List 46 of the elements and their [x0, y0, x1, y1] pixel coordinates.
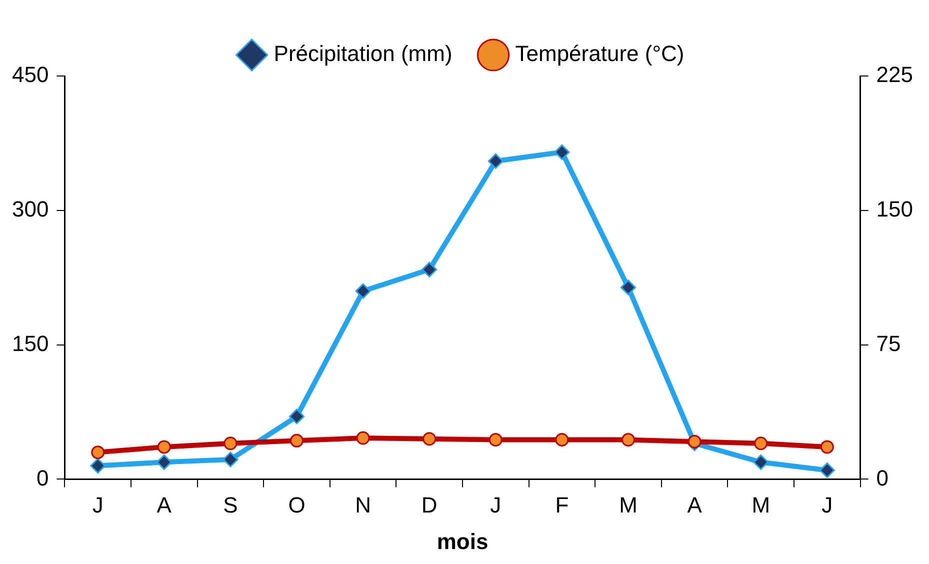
x-tick-label: M	[619, 492, 638, 518]
x-axis-title: mois	[436, 528, 488, 554]
x-tick-label: N	[355, 492, 371, 518]
point	[754, 436, 768, 450]
y2-tick-label: 150	[876, 196, 914, 222]
point	[289, 408, 305, 424]
x-tick-label: D	[421, 492, 438, 518]
point	[688, 434, 702, 448]
point	[621, 433, 635, 447]
y-tick-label: 300	[12, 196, 49, 222]
point	[554, 144, 570, 160]
x-tick-label: A	[156, 492, 172, 518]
point	[488, 153, 504, 169]
point	[753, 454, 769, 470]
x-tick-label: A	[687, 492, 702, 518]
point	[555, 433, 569, 447]
y2-tick-label: 0	[876, 465, 889, 490]
y2-tick-label: 225	[876, 62, 914, 88]
point	[355, 283, 371, 299]
y-tick-label: 150	[12, 330, 49, 356]
point	[224, 436, 238, 450]
x-tick-label: M	[752, 492, 770, 518]
point	[290, 434, 304, 448]
point	[820, 440, 834, 454]
point	[222, 452, 238, 468]
y2-tick-label: 75	[876, 330, 901, 356]
point	[422, 432, 436, 446]
x-tick-label: O	[288, 492, 306, 518]
point	[819, 462, 835, 478]
point	[156, 454, 172, 470]
point	[488, 433, 502, 447]
y-tick-label: 0	[36, 465, 49, 490]
point	[422, 262, 438, 278]
x-tick-label: S	[223, 492, 238, 518]
x-tick-label: J	[822, 492, 833, 518]
x-tick-label: F	[555, 492, 569, 518]
point	[91, 446, 105, 460]
legend-label: Température (°C)	[515, 41, 684, 66]
point	[157, 440, 171, 454]
legend-label: Précipitation (mm)	[274, 41, 452, 66]
point	[90, 458, 106, 474]
y-tick-label: 450	[12, 62, 49, 88]
x-tick-label: J	[92, 492, 104, 518]
x-tick-label: J	[490, 492, 502, 518]
point	[356, 431, 370, 445]
point	[620, 280, 636, 296]
